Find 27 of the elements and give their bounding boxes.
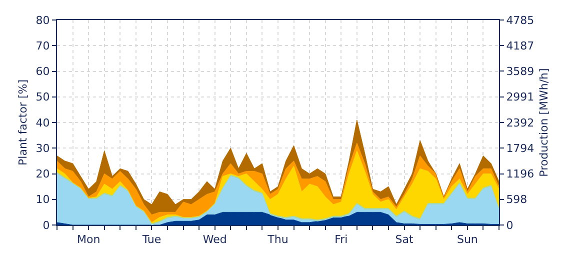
y2-axis-title: Production [MWh/h] [537,68,550,177]
y-axis-title: Plant factor [%] [16,80,30,166]
x-tick-label: Sun [456,233,478,246]
y2-tick-label: 1794 [506,142,534,155]
y-tick-label: 10 [36,193,50,206]
x-tick-label: Sat [395,233,414,246]
x-tick-label: Thu [266,233,288,246]
x-tick-label: Mon [76,233,100,246]
y2-tick-label: 1196 [506,168,534,181]
y-tick-label: 0 [42,218,50,232]
y2-tick-label: 4785 [506,14,534,27]
y2-tick-label: 4187 [506,39,534,52]
x-tick-label: Fri [334,233,348,246]
y2-tick-label: 2392 [506,116,534,130]
y-tick-label: 80 [36,14,50,27]
y-tick-label: 70 [36,39,50,52]
x-tick-label: Tue [141,233,162,246]
y-tick-label: 60 [36,65,50,78]
y-tick-label: 30 [36,142,50,155]
y-tick-label: 50 [36,90,50,104]
y2-tick-label: 3589 [506,65,534,78]
y2-tick-label: 598 [506,193,528,206]
y2-tick-label: 0 [506,218,514,232]
x-tick-label: Wed [202,233,227,246]
y-tick-label: 40 [36,116,50,130]
y-tick-label: 20 [36,168,50,181]
y2-tick-label: 2991 [506,90,534,104]
